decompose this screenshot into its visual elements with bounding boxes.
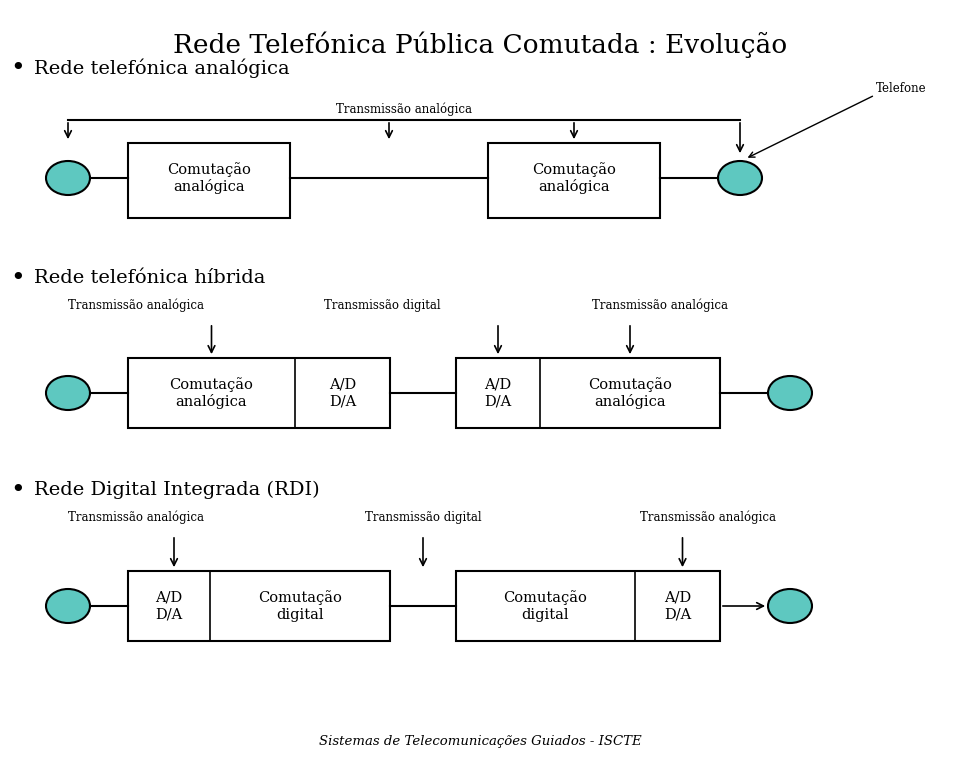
Text: A/D
D/A: A/D D/A — [485, 378, 512, 408]
Text: Comutação
analógica: Comutação analógica — [588, 377, 672, 409]
Text: Comutação
analógica: Comutação analógica — [167, 162, 251, 194]
Text: Telefone: Telefone — [876, 81, 926, 94]
Text: Transmissão analógica: Transmissão analógica — [336, 102, 472, 116]
Text: Transmissão digital: Transmissão digital — [324, 299, 441, 312]
Ellipse shape — [46, 376, 90, 410]
Bar — [456, 358, 720, 428]
Text: Comutação
digital: Comutação digital — [504, 591, 588, 621]
Text: Transmissão digital: Transmissão digital — [365, 511, 481, 524]
Text: Transmissão analógica: Transmissão analógica — [68, 511, 204, 524]
Bar — [128, 358, 390, 428]
Ellipse shape — [768, 589, 812, 623]
Text: •: • — [11, 56, 25, 80]
Text: A/D
D/A: A/D D/A — [156, 591, 182, 621]
Text: Transmissão analógica: Transmissão analógica — [639, 511, 776, 524]
Ellipse shape — [718, 161, 762, 195]
Text: •: • — [11, 478, 25, 502]
Ellipse shape — [768, 376, 812, 410]
Ellipse shape — [46, 161, 90, 195]
Text: A/D
D/A: A/D D/A — [664, 591, 691, 621]
Text: Rede telefónica híbrida: Rede telefónica híbrida — [34, 269, 265, 287]
Bar — [128, 571, 390, 641]
Text: A/D
D/A: A/D D/A — [329, 378, 356, 408]
Text: Rede Digital Integrada (RDI): Rede Digital Integrada (RDI) — [34, 481, 320, 499]
Text: Comutação
analógica: Comutação analógica — [532, 162, 616, 194]
Text: Rede telefónica analógica: Rede telefónica analógica — [34, 58, 290, 78]
Text: Sistemas de Telecomunicações Guiados - ISCTE: Sistemas de Telecomunicações Guiados - I… — [319, 735, 641, 748]
Text: Comutação
analógica: Comutação analógica — [170, 377, 253, 409]
Text: Comutação
digital: Comutação digital — [258, 591, 342, 621]
Bar — [456, 571, 720, 641]
Bar — [128, 143, 290, 218]
Text: •: • — [11, 266, 25, 290]
Text: Transmissão analógica: Transmissão analógica — [592, 299, 728, 312]
Bar — [488, 143, 660, 218]
Ellipse shape — [46, 589, 90, 623]
Text: Transmissão analógica: Transmissão analógica — [68, 299, 204, 312]
Text: Rede Telefónica Pública Comutada : Evolução: Rede Telefónica Pública Comutada : Evolu… — [173, 32, 787, 58]
